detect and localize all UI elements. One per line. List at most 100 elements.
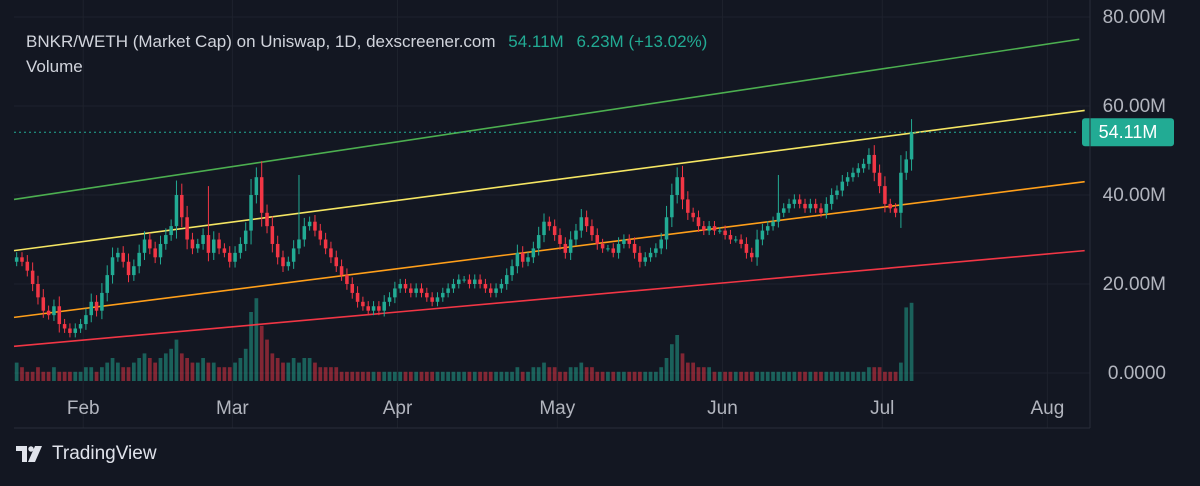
candle-body — [403, 284, 408, 289]
candle-body — [606, 248, 610, 250]
volume-bar — [73, 371, 78, 381]
volume-bar — [46, 371, 51, 381]
candle-body — [457, 279, 461, 284]
volume-bar — [552, 367, 557, 381]
volume-bar — [275, 358, 280, 381]
volume-bar — [744, 371, 749, 381]
candle-body — [329, 248, 333, 258]
volume-bar — [510, 371, 514, 381]
y-tick-label: 60.00M — [1103, 96, 1166, 117]
candle-body — [648, 252, 653, 258]
volume-bar — [147, 358, 152, 381]
candle-body — [808, 203, 813, 209]
channel-line-bottom[interactable] — [13, 249, 1085, 348]
volume-bar — [813, 371, 818, 381]
candle-body — [819, 208, 823, 213]
y-axis[interactable]: 0.0000 20.00M 40.00M 60.00M 80.00M — [1103, 7, 1166, 384]
volume-bar — [323, 367, 328, 381]
candle-body — [531, 248, 536, 258]
candle-body — [462, 279, 466, 281]
candle-body — [590, 226, 594, 236]
channel-line-top[interactable] — [13, 38, 1080, 201]
brand-name: TradingView — [52, 443, 157, 464]
candle-body — [568, 239, 573, 253]
candle-body — [584, 217, 589, 227]
volume-bar — [558, 371, 562, 381]
volume-bar — [121, 367, 126, 381]
candle-body — [281, 257, 285, 267]
volume-bars — [14, 298, 914, 381]
last-value-tag: 54.11M — [1082, 118, 1174, 147]
candle-body — [313, 221, 317, 231]
candle-body — [339, 266, 344, 276]
candle-body — [702, 226, 706, 231]
candle-body — [190, 239, 195, 249]
volume-bar — [712, 371, 717, 381]
channel-line-upper[interactable] — [13, 109, 1085, 252]
volume-bar — [829, 371, 834, 381]
volume-bar — [542, 362, 546, 381]
volume-bar — [845, 371, 850, 381]
candle-body — [643, 257, 647, 262]
candle-body — [872, 154, 877, 173]
candle-body — [105, 275, 109, 293]
volume-bar — [211, 362, 216, 381]
volume-bar — [142, 353, 147, 381]
volume-bar — [339, 371, 344, 381]
symbol-title: BNKR/WETH (Market Cap) on Uniswap, 1D, d… — [26, 32, 496, 51]
candle-body — [334, 257, 339, 267]
candle-body — [627, 239, 632, 244]
volume-bar — [584, 367, 589, 381]
volume-bar — [739, 371, 743, 381]
volume-bar — [270, 353, 275, 381]
candle-body — [409, 288, 413, 293]
candle-body — [835, 190, 839, 195]
volume-bar — [116, 362, 120, 381]
volume-bar — [446, 371, 450, 381]
candle-body — [888, 203, 893, 209]
candle-body — [270, 226, 275, 244]
volume-bar — [110, 358, 115, 381]
candle-body — [611, 248, 616, 253]
candle-body — [414, 288, 418, 293]
channel-line-lower[interactable] — [13, 180, 1085, 319]
candle-body — [169, 226, 173, 236]
candle-body — [201, 235, 205, 244]
candle-body — [520, 252, 525, 262]
volume-bar — [355, 371, 360, 381]
volume-bar — [430, 371, 435, 381]
volume-bar — [723, 371, 727, 381]
volume-bar — [595, 371, 600, 381]
candle-body — [552, 226, 557, 236]
candle-body — [318, 230, 323, 240]
y-tick-label: 0.0000 — [1108, 363, 1166, 384]
volume-bar — [819, 371, 823, 381]
candle-body — [174, 195, 179, 227]
candle-body — [371, 306, 376, 311]
volume-bar — [701, 367, 706, 381]
volume-bar — [318, 367, 323, 381]
candle-body — [680, 177, 685, 200]
volume-bar — [883, 371, 887, 381]
volume-bar — [227, 367, 232, 381]
volume-bar — [840, 371, 845, 381]
volume-bar — [382, 371, 387, 381]
candle-body — [526, 257, 530, 262]
tradingview-branding[interactable]: TradingView — [16, 441, 157, 467]
x-tick-label: Aug — [1030, 398, 1064, 419]
volume-bar — [243, 348, 248, 381]
x-axis[interactable]: Feb Mar Apr May Jun Jul Aug — [67, 398, 1064, 419]
volume-bar — [254, 298, 259, 381]
volume-bar — [899, 362, 903, 381]
y-tick-label: 80.00M — [1103, 7, 1166, 28]
candle-body — [600, 243, 605, 249]
volume-bar — [249, 312, 253, 381]
candle-body — [765, 226, 770, 231]
candle-body — [771, 221, 775, 227]
candle-body — [616, 243, 621, 253]
candle-body — [14, 257, 19, 262]
volume-bar — [563, 371, 568, 381]
candle-body — [302, 226, 307, 240]
